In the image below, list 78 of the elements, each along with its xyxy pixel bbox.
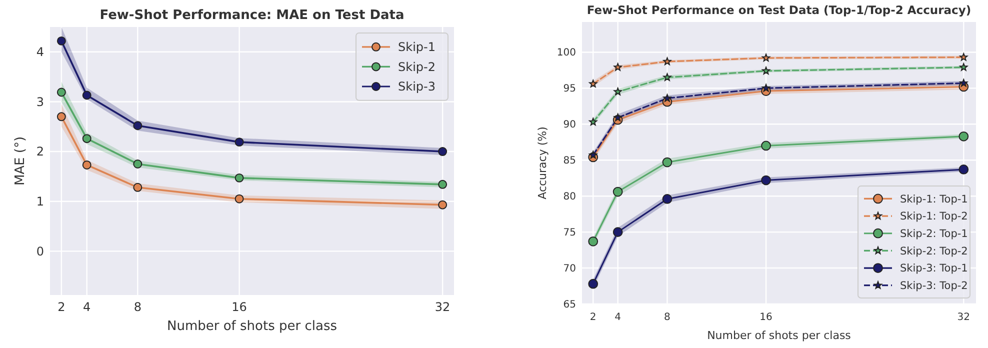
point <box>234 138 244 147</box>
y-tick-label: 90 <box>563 120 576 131</box>
legend-label: Skip-2 <box>398 60 436 74</box>
point <box>588 236 598 246</box>
point <box>663 73 672 81</box>
point <box>589 150 598 159</box>
x-tick-label: 8 <box>664 312 670 323</box>
legend-label: Skip-3: Top-1 <box>900 262 968 275</box>
point <box>762 84 770 92</box>
point <box>960 63 968 71</box>
point <box>56 88 66 97</box>
point <box>234 173 244 182</box>
y-tick-label: 100 <box>556 48 576 59</box>
point <box>82 160 92 170</box>
point <box>958 131 969 142</box>
point <box>438 200 448 210</box>
x-tick-label: 2 <box>58 300 66 314</box>
y-tick-label: 0 <box>36 244 44 258</box>
legend-label: Skip-3: Top-2 <box>900 280 968 292</box>
point <box>614 63 622 71</box>
point <box>56 36 66 46</box>
point <box>133 121 142 130</box>
legend-label: Skip-2: Top-2 <box>900 245 968 258</box>
point <box>761 140 771 151</box>
y-axis-title: Accuracy (%) <box>536 126 549 200</box>
y-tick-label: 70 <box>563 264 576 275</box>
y-tick-label: 80 <box>563 192 576 203</box>
point <box>133 182 142 192</box>
x-tick-label: 4 <box>83 300 91 314</box>
point <box>438 147 448 156</box>
point <box>761 175 771 186</box>
x-tick-label: 16 <box>760 312 772 323</box>
legend-label: Skip-1: Top-1 <box>900 193 968 206</box>
x-tick-label: 32 <box>434 300 450 314</box>
point <box>662 194 672 204</box>
point <box>82 134 92 144</box>
y-tick-label: 1 <box>36 194 44 209</box>
x-tick-label: 32 <box>957 312 970 323</box>
y-axis-title: MAE (°) <box>13 136 28 186</box>
point <box>663 57 672 66</box>
point <box>663 94 672 102</box>
x-axis-title: Number of shots per class <box>707 329 852 342</box>
point <box>82 90 92 100</box>
point <box>589 80 598 88</box>
legend-label: Skip-1: Top-2 <box>900 210 968 223</box>
point <box>958 164 969 174</box>
legend-label: Skip-3 <box>398 80 436 94</box>
point <box>589 118 598 126</box>
y-tick-label: 4 <box>36 45 44 60</box>
point <box>762 66 770 74</box>
x-tick-label: 4 <box>614 312 622 323</box>
point <box>662 157 672 168</box>
point <box>612 186 623 197</box>
point <box>762 54 770 62</box>
y-tick-label: 75 <box>563 228 576 239</box>
x-axis-title: Number of shots per class <box>167 319 338 334</box>
x-tick-label: 2 <box>590 312 596 323</box>
point <box>234 194 244 204</box>
point <box>614 88 622 96</box>
y-tick-label: 95 <box>563 84 576 95</box>
point <box>133 160 142 168</box>
point <box>56 112 66 122</box>
legend-label: Skip-1 <box>398 40 436 54</box>
legend-label: Skip-2: Top-1 <box>900 228 968 240</box>
chart-title: Few-Shot Performance on Test Data (Top-1/Top-2 Accuracy) <box>586 3 972 17</box>
point <box>960 78 968 87</box>
y-tick-label: 2 <box>36 144 44 159</box>
point <box>960 53 968 61</box>
x-tick-label: 8 <box>134 300 142 314</box>
y-tick-label: 3 <box>36 94 44 109</box>
point <box>612 227 623 237</box>
y-tick-label: 85 <box>563 156 576 167</box>
point <box>614 113 622 122</box>
point <box>438 180 448 189</box>
chart-title: Few-Shot Performance: MAE on Test Data <box>100 8 404 23</box>
point <box>588 278 598 289</box>
x-tick-label: 16 <box>232 300 247 314</box>
y-tick-label: 65 <box>563 300 576 310</box>
